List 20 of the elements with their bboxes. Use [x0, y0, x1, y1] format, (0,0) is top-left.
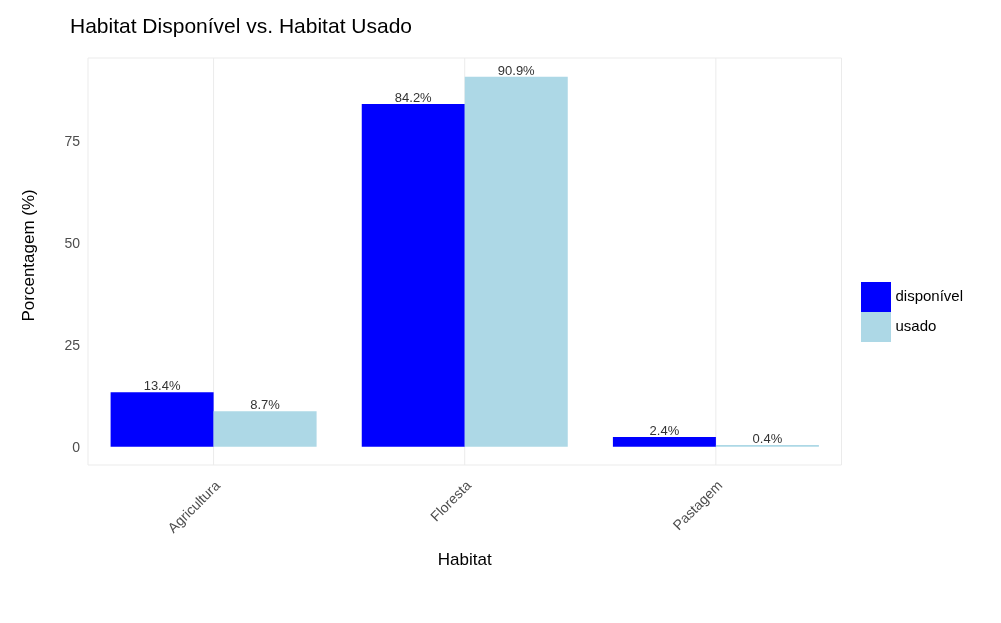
bar	[110, 392, 214, 447]
y-tick-label: 75	[64, 133, 81, 150]
data-label: 90.9%	[497, 62, 536, 78]
bar	[464, 76, 568, 447]
data-label: 13.4%	[143, 378, 181, 394]
y-axis-title: Porcentagem (%)	[19, 189, 39, 322]
legend-label: usado	[895, 316, 937, 334]
y-tick-label: 25	[64, 336, 81, 353]
bar	[361, 103, 465, 447]
data-label: 0.4%	[752, 431, 783, 447]
y-tick-label: 0	[72, 438, 81, 455]
chart-title: Habitat Disponível vs. Habitat Usado	[70, 14, 412, 38]
data-label: 8.7%	[250, 397, 281, 413]
bar	[213, 411, 317, 447]
x-axis-title: Habitat	[437, 550, 492, 569]
y-tick-label: 50	[64, 235, 81, 252]
data-label: 84.2%	[394, 89, 433, 105]
bar	[612, 436, 716, 447]
legend-label: disponível	[895, 286, 963, 304]
data-label: 2.4%	[649, 422, 680, 438]
